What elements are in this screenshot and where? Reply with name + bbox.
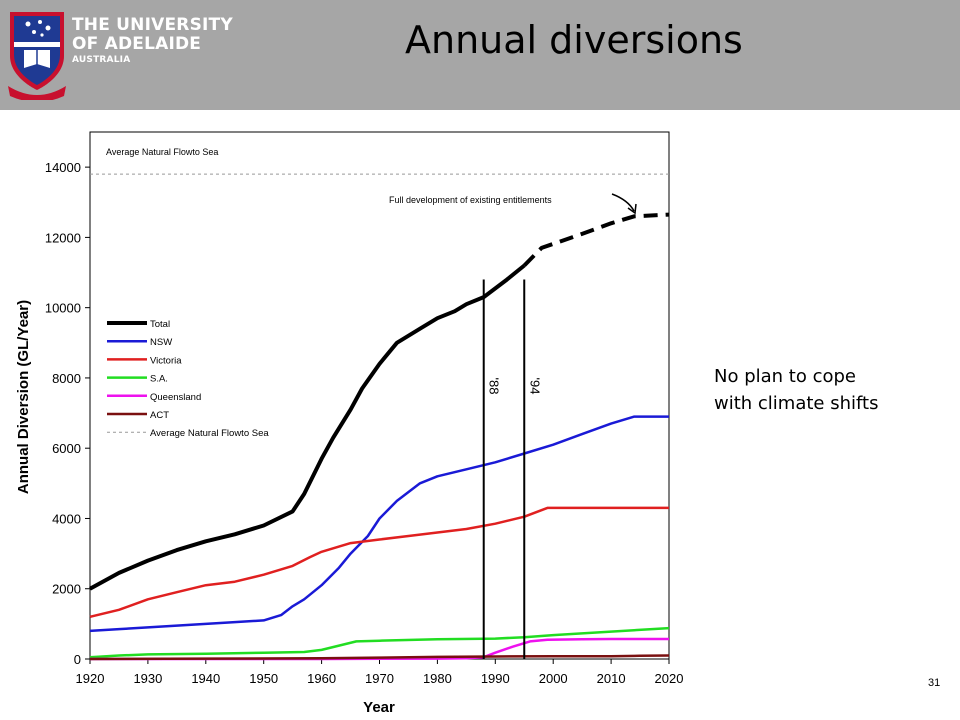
- x-tick-label: 1960: [307, 671, 336, 686]
- slide-title: Annual diversions: [405, 18, 743, 62]
- institution-line-1: THE UNIVERSITY: [72, 15, 233, 35]
- y-tick-label: 4000: [52, 511, 81, 526]
- annotation-arrow: [611, 193, 635, 212]
- y-tick-label: 6000: [52, 441, 81, 456]
- annotation-label: Full development of existing entitlement…: [389, 195, 552, 205]
- page-number: 31: [928, 677, 941, 689]
- x-tick-label: 1980: [423, 671, 452, 686]
- chart-legend: Total NSW Victoria S.A. Queensland ACT Average…: [107, 319, 269, 439]
- reference-line-label: Average Natural Flowto Sea: [106, 147, 218, 157]
- series-line-s-a: [89, 626, 670, 659]
- legend-label: Average Natural Flowto Sea: [150, 428, 269, 439]
- legend-label: NSW: [150, 337, 172, 348]
- annual-diversion-chart: 0 2000 4000 6000 8000 10000 12000 14000 1920 1930…: [15, 131, 684, 716]
- series-line-nsw: [89, 415, 669, 633]
- x-tick-label: 2000: [539, 671, 568, 686]
- x-tick-label: 2010: [597, 671, 626, 686]
- legend-label: Total: [150, 319, 170, 330]
- marker-label: '88: [487, 378, 502, 395]
- y-tick-label: 14000: [45, 160, 81, 175]
- y-tick-label: 10000: [45, 301, 81, 316]
- x-tick-label: 2020: [655, 671, 684, 686]
- x-axis-label: Year: [363, 699, 395, 716]
- legend-label: Queensland: [150, 392, 201, 403]
- legend-label: ACT: [150, 410, 169, 421]
- series-line-act: [89, 654, 670, 661]
- series-layer: [89, 173, 670, 661]
- y-tick-label: 2000: [52, 582, 81, 597]
- institution-line-2: OF ADELAIDE: [72, 34, 202, 54]
- slide-note: No plan to cope with climate shifts: [714, 366, 879, 414]
- chart-axes: 0 2000 4000 6000 8000 10000 12000 14000 1920 1930…: [45, 160, 684, 686]
- university-crest-icon: [8, 12, 66, 100]
- y-tick-label: 8000: [52, 371, 81, 386]
- slide-header: THE UNIVERSITY OF ADELAIDE AUSTRALIA Ann…: [0, 0, 960, 110]
- series-line-victoria: [89, 506, 669, 619]
- x-tick-label: 1930: [133, 671, 162, 686]
- series-line-total: [89, 263, 526, 591]
- x-tick-label: 1970: [365, 671, 394, 686]
- annotation-arrowhead: [627, 203, 637, 215]
- legend-label: S.A.: [150, 374, 168, 385]
- x-tick-label: 1990: [481, 671, 510, 686]
- institution-name: THE UNIVERSITY OF ADELAIDE AUSTRALIA: [72, 16, 233, 66]
- vertical-markers: [482, 279, 526, 659]
- x-tick-label: 1950: [249, 671, 278, 686]
- y-axis-label: Annual Diversion (GL/Year): [15, 300, 32, 494]
- chart-annotations: Average Natural Flowto Sea Full developme…: [106, 147, 637, 395]
- x-tick-label: 1940: [191, 671, 220, 686]
- marker-label: '94: [527, 378, 542, 395]
- y-tick-label: 0: [74, 652, 81, 667]
- x-tick-label: 1920: [76, 671, 105, 686]
- y-tick-label: 12000: [45, 230, 81, 245]
- institution-line-3: AUSTRALIA: [72, 55, 131, 65]
- legend-label: Victoria: [150, 355, 182, 366]
